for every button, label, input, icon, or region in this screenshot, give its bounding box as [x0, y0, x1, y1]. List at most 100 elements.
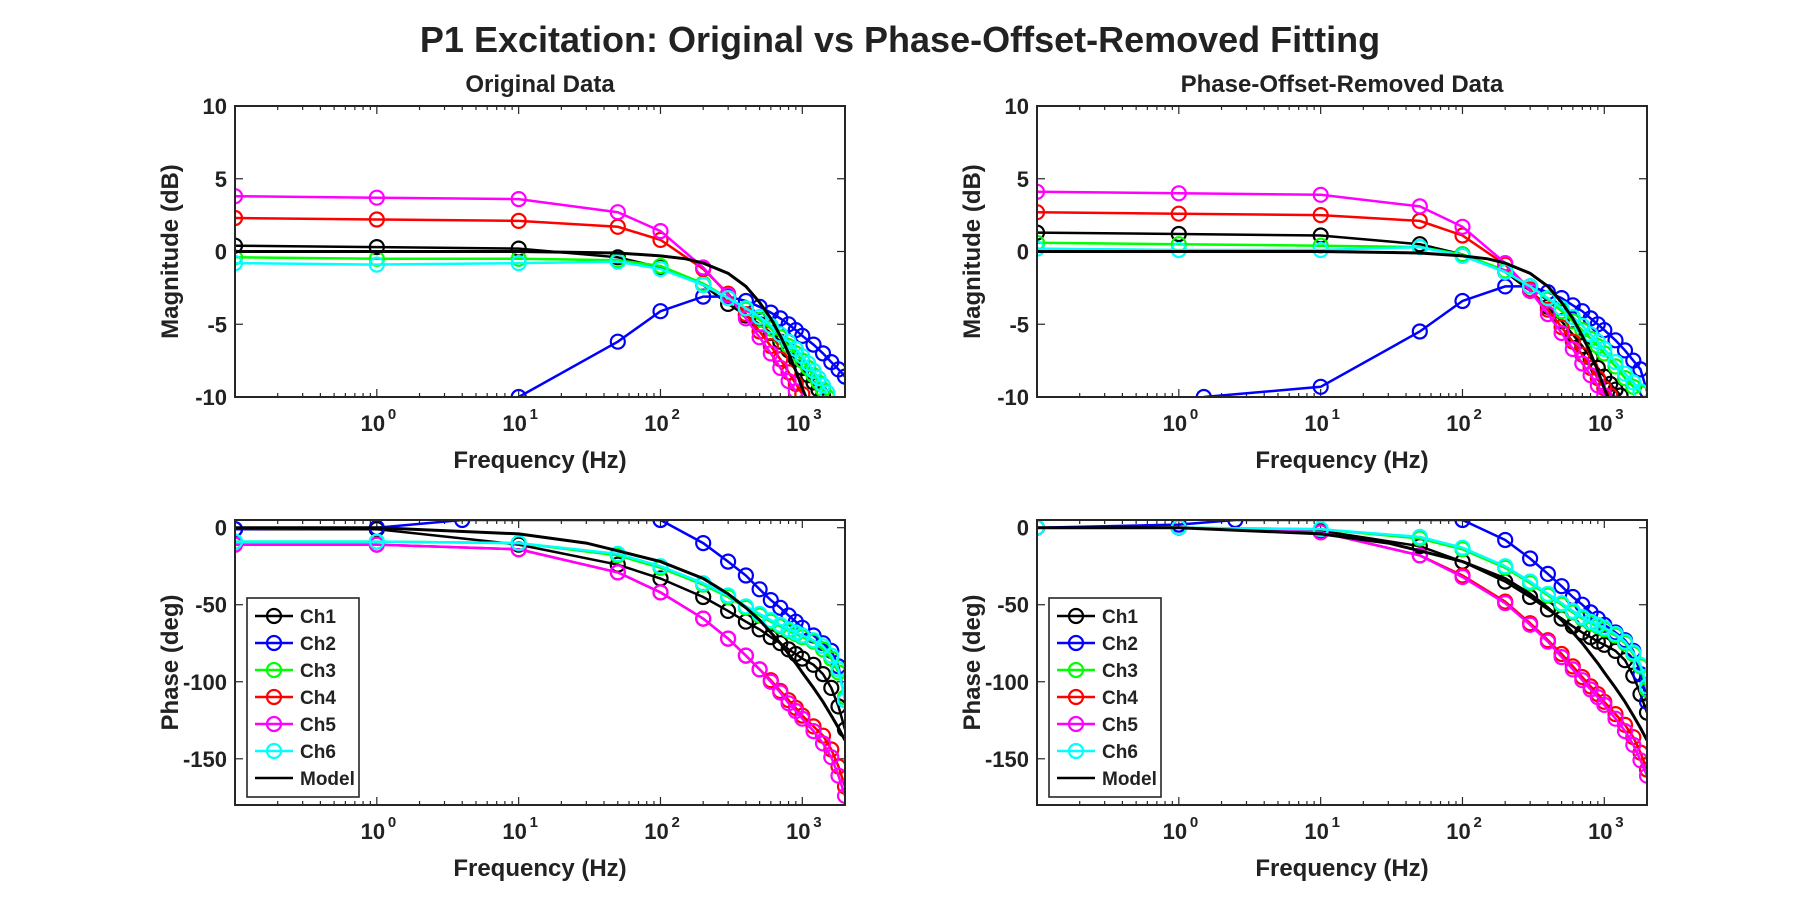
y-tick-label: 10	[1005, 94, 1029, 119]
data-point-ch5	[1411, 547, 1428, 564]
legend-label-ch5: Ch5	[1102, 715, 1138, 736]
data-point-ch6	[609, 253, 626, 270]
legend-label-ch6: Ch6	[1102, 742, 1138, 763]
y-tick-label: -150	[985, 747, 1029, 772]
data-point-ch5	[1037, 183, 1046, 200]
series-line-model	[1037, 250, 1610, 397]
x-tick-exponent: 0	[388, 406, 396, 423]
data-point-ch6	[751, 308, 768, 326]
series-line-ch3	[235, 256, 829, 397]
x-tick-label: 10	[1163, 411, 1187, 436]
data-point-ch5	[1564, 661, 1581, 678]
data-point-ch2	[751, 581, 768, 598]
data-point-ch6	[510, 534, 527, 552]
data-point-ch6	[1596, 340, 1613, 358]
data-point-ch5	[1454, 568, 1471, 586]
data-point-ch2	[1539, 565, 1557, 583]
x-tick-label: 10	[1304, 411, 1328, 436]
data-point-ch5	[1539, 306, 1557, 323]
data-point-ch5	[652, 584, 669, 601]
data-point-ch5	[368, 189, 385, 206]
legend-label-ch6: Ch6	[300, 742, 336, 763]
data-point-ch5	[1497, 595, 1514, 612]
legend-label-model: Model	[1102, 769, 1157, 790]
data-point-ch6	[652, 558, 669, 575]
x-axis-label: Frequency (Hz)	[453, 447, 626, 474]
y-tick-label: 0	[215, 240, 227, 265]
x-tick-exponent: 0	[1190, 406, 1198, 423]
data-point-ch2	[719, 553, 737, 570]
legend-label-ch2: Ch2	[1102, 634, 1138, 655]
y-tick-label: 0	[1017, 240, 1029, 265]
data-point-ch6	[1574, 608, 1591, 626]
data-point-ch3	[1616, 370, 1634, 387]
data-point-ch6	[1625, 644, 1642, 661]
data-point-ch5	[805, 722, 822, 740]
data-point-ch5	[823, 749, 840, 766]
legend-marker-ch6	[265, 742, 283, 760]
data-point-ch5	[1564, 340, 1581, 358]
data-point-ch5	[1521, 616, 1539, 633]
legend-label-ch3: Ch3	[300, 661, 336, 682]
x-axis-label: Frequency (Hz)	[1255, 855, 1428, 882]
data-point-ch1	[1612, 387, 1629, 397]
data-point-ch6	[652, 260, 669, 278]
data-point-ch5	[830, 767, 845, 784]
series-line-ch2	[1203, 285, 1647, 397]
data-point-ch2	[652, 520, 669, 529]
data-point-ch2	[1632, 361, 1647, 378]
data-point-ch6	[235, 255, 244, 272]
y-axis-label: Phase (deg)	[959, 594, 986, 730]
legend-marker-ch1	[265, 607, 283, 625]
data-point-ch2	[454, 520, 471, 529]
legend-marker-ch5	[1067, 715, 1085, 733]
data-point-ch2	[1411, 323, 1428, 340]
data-point-ch5	[1454, 218, 1471, 235]
data-point-ch6	[368, 256, 385, 273]
series-group	[235, 188, 845, 397]
y-tick-label: -50	[997, 593, 1029, 618]
series-line-ch4	[1037, 210, 1612, 397]
data-point-ch6	[1616, 633, 1634, 650]
series-line-ch5	[235, 194, 797, 392]
x-tick-exponent: 1	[530, 814, 538, 831]
data-point-ch1	[814, 665, 832, 683]
legend-marker-ch3	[1067, 661, 1085, 679]
data-point-ch5	[762, 673, 779, 690]
data-point-ch6	[368, 533, 385, 550]
data-point-ch6	[1564, 308, 1581, 326]
y-tick-label: -5	[207, 312, 227, 337]
data-point-ch5	[1596, 696, 1613, 714]
data-point-ch5	[652, 223, 669, 240]
data-point-ch5	[1411, 198, 1428, 215]
data-point-ch2	[1616, 342, 1634, 359]
data-point-ch1	[1638, 704, 1647, 721]
data-point-ch6	[737, 598, 755, 615]
series-group	[235, 520, 845, 804]
data-point-ch2	[1195, 388, 1212, 397]
data-point-ch6	[762, 611, 779, 629]
y-axis-label: Magnitude (dB)	[959, 164, 986, 339]
y-tick-label: 0	[1017, 516, 1029, 541]
x-tick-label: 10	[1304, 819, 1328, 844]
data-point-ch6	[830, 661, 845, 678]
data-point-ch2	[1454, 520, 1471, 529]
legend-label-ch1: Ch1	[300, 607, 336, 628]
legend-marker-ch2	[1067, 634, 1085, 652]
y-tick-label: -100	[183, 670, 227, 695]
data-point-ch1	[235, 237, 244, 254]
data-point-ch6	[737, 300, 755, 317]
data-point-ch6	[1582, 613, 1599, 630]
legend-marker-ch4	[1067, 688, 1085, 706]
x-tick-exponent: 2	[671, 406, 679, 423]
data-point-ch4	[805, 718, 822, 735]
data-point-ch5	[609, 564, 626, 581]
y-tick-label: 0	[215, 516, 227, 541]
data-point-ch6	[1497, 263, 1514, 280]
series-line-ch3	[235, 540, 845, 698]
data-point-ch1	[1170, 225, 1187, 243]
x-tick-exponent: 0	[1190, 814, 1198, 831]
